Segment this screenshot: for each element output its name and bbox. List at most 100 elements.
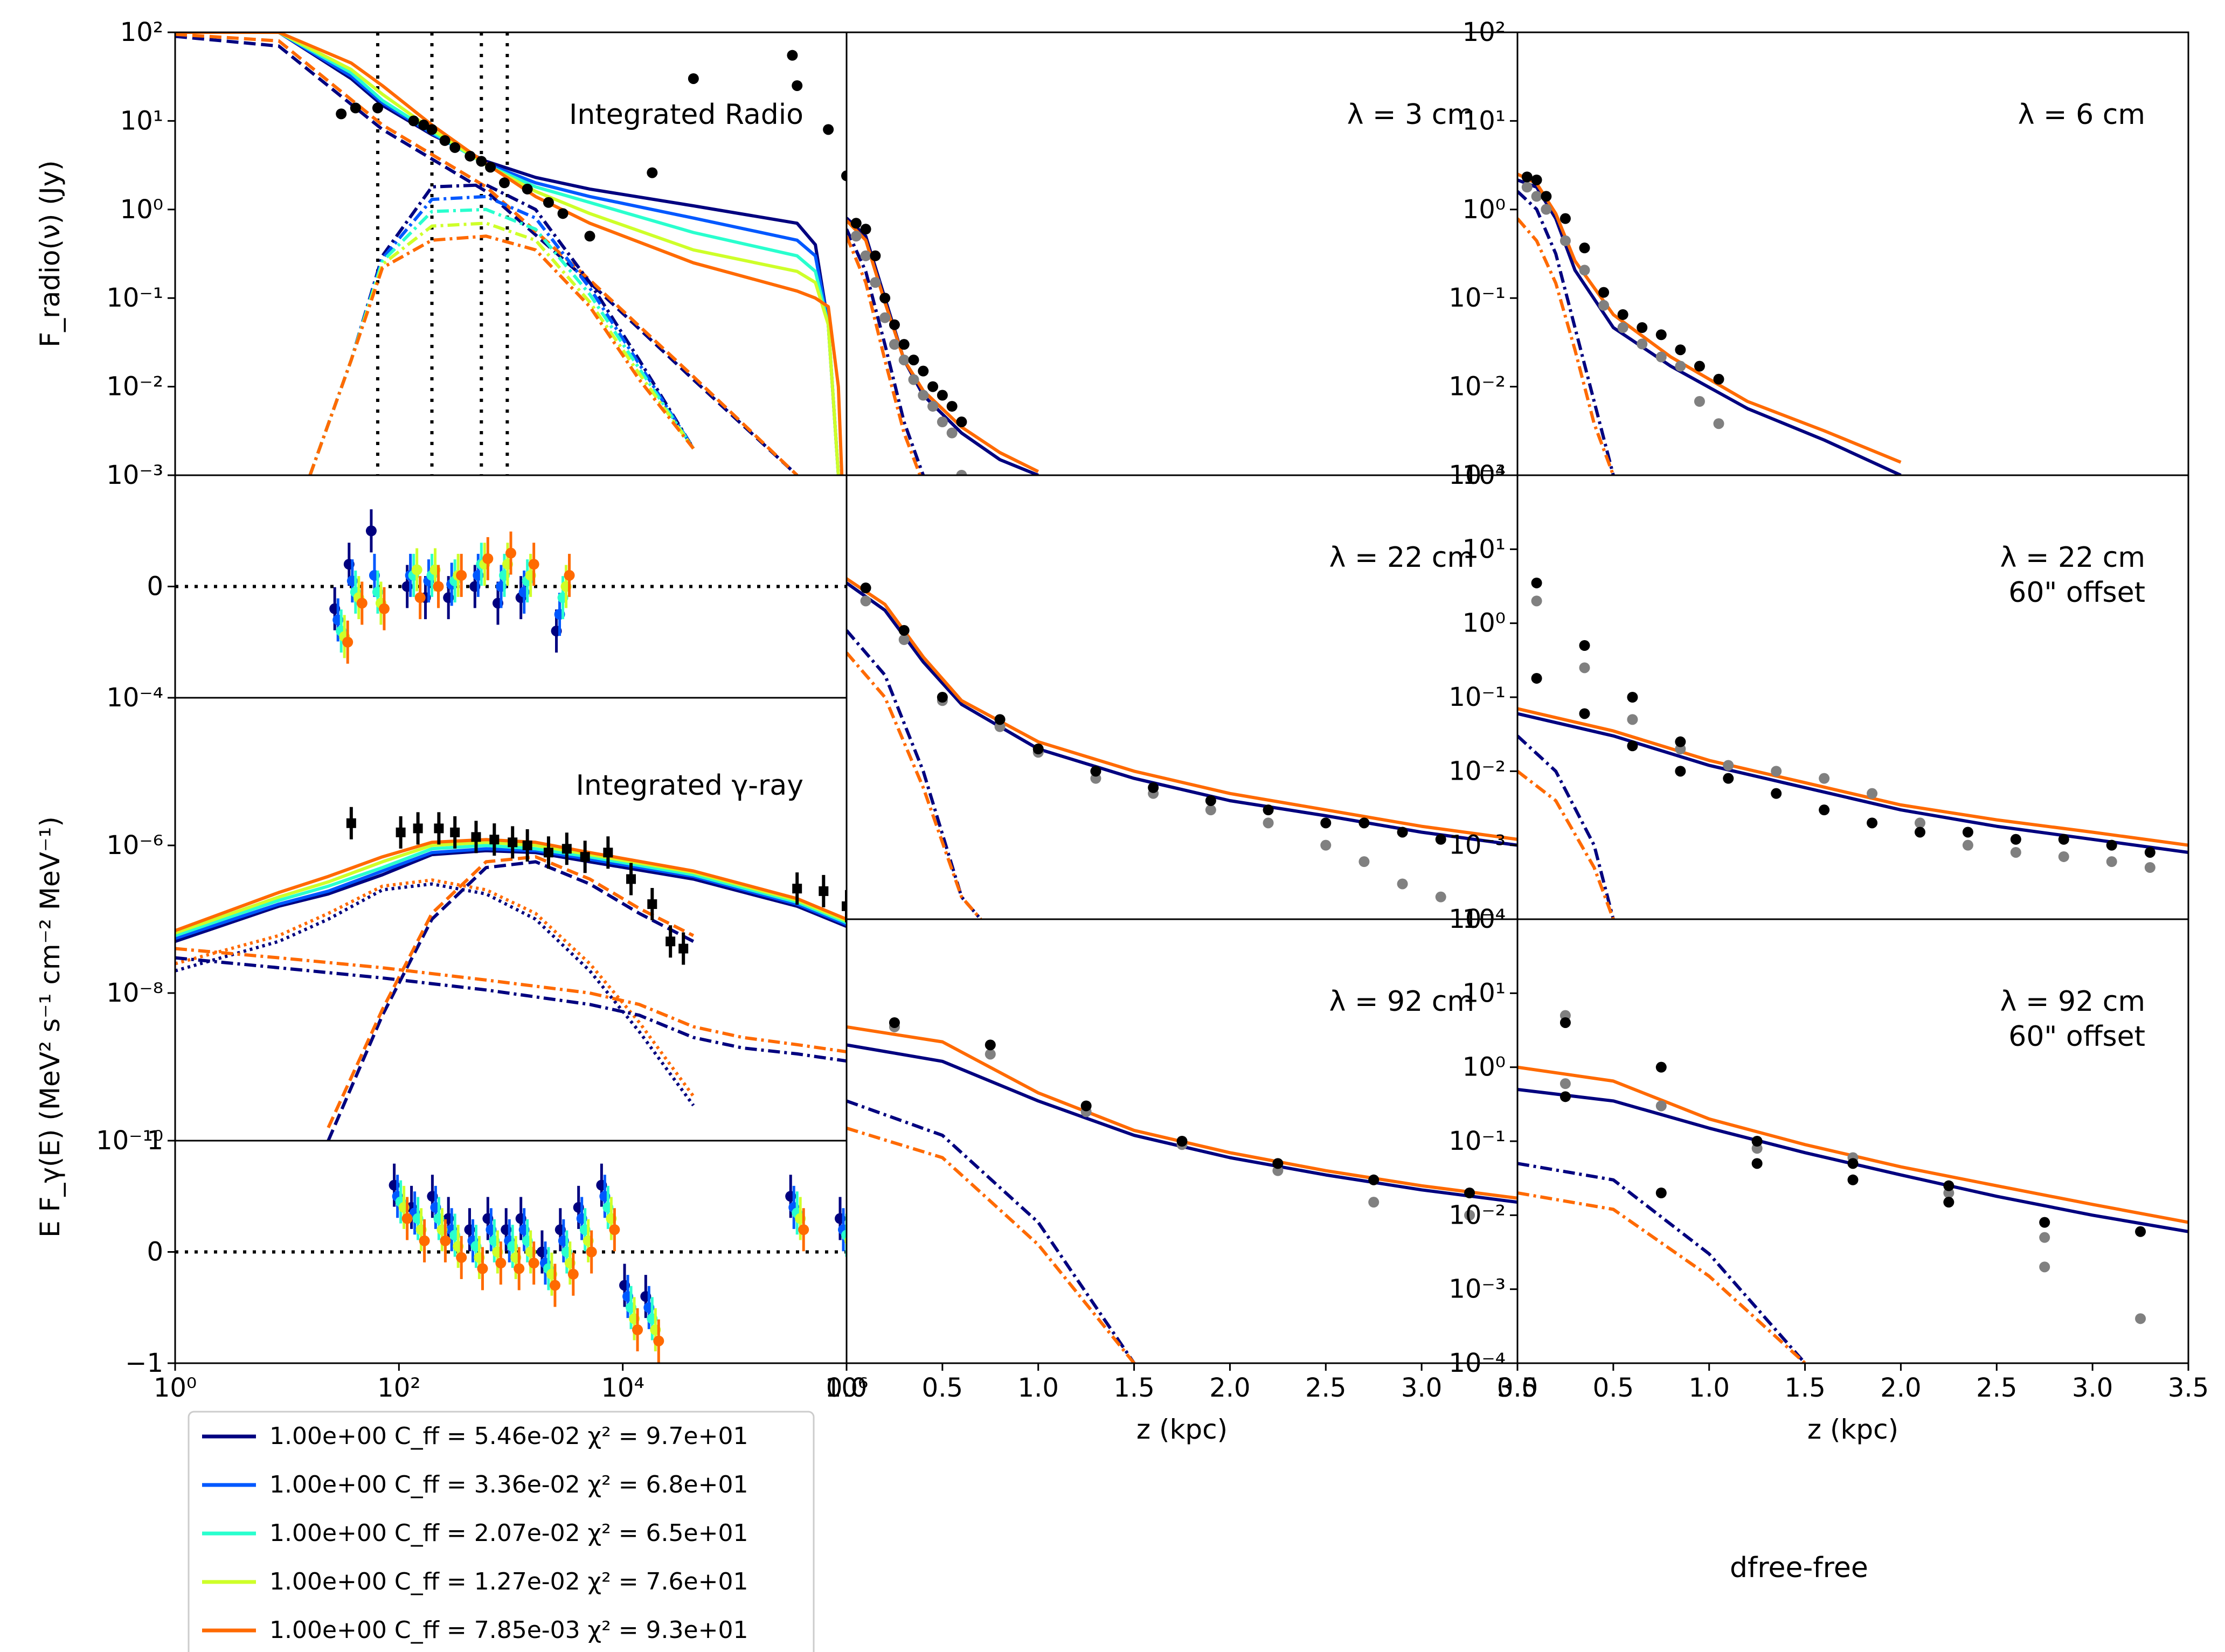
data-point — [450, 827, 460, 837]
data-point — [626, 874, 636, 884]
series-line-1 — [847, 1025, 1517, 1200]
xtick-label: 2.0 — [1209, 1373, 1250, 1403]
xtick-label: 10⁰ — [154, 1373, 197, 1403]
data-point — [1272, 1158, 1284, 1169]
data-point — [1943, 1197, 1954, 1208]
series-line-0 — [847, 581, 1517, 847]
data-point — [1579, 242, 1590, 254]
data-point — [1675, 766, 1686, 777]
ytick-label: 10⁰ — [1462, 608, 1506, 638]
data-point — [522, 183, 533, 195]
series-line-2 — [1517, 190, 1615, 475]
legend-entry: 1.00e+00 C_ff = 5.46e-02 χ² = 9.7e+01 — [269, 1422, 748, 1450]
resid-point — [528, 559, 539, 570]
data-point — [1675, 344, 1686, 356]
data-point-grey — [985, 1049, 996, 1060]
data-point — [1531, 672, 1542, 684]
xtick-label: 3.0 — [2072, 1373, 2113, 1403]
data-point — [408, 115, 419, 127]
data-point-grey — [1263, 817, 1274, 829]
data-point — [647, 899, 657, 910]
ytick-label: 10⁻³ — [106, 460, 163, 490]
data-point — [1541, 191, 1552, 202]
x-axis-label: z (kpc) — [1136, 1414, 1228, 1445]
data-point — [946, 401, 958, 412]
data-point-grey — [1962, 839, 1973, 851]
data-point-grey — [1368, 1197, 1380, 1208]
resid-point — [848, 1247, 858, 1258]
data-point — [889, 319, 900, 330]
legend-entry: 1.00e+00 C_ff = 2.07e-02 χ² = 6.5e+01 — [269, 1519, 748, 1547]
resid-point — [586, 1246, 597, 1258]
resid-point — [505, 547, 516, 559]
series-line-0 — [1517, 178, 1902, 475]
data-point — [647, 167, 658, 178]
data-point — [2010, 834, 2021, 845]
data-point-grey — [1397, 878, 1408, 890]
data-point — [1751, 1158, 1763, 1169]
data-point-grey — [1358, 856, 1370, 867]
xtick-label: 0.0 — [826, 1373, 867, 1403]
data-point — [2039, 1217, 2050, 1228]
xtick-label: 0.5 — [922, 1373, 963, 1403]
ytick-label: 10² — [120, 17, 163, 47]
series-line-7 — [327, 860, 695, 1141]
data-point-grey — [1713, 418, 1724, 429]
ytick-label: −1 — [125, 1348, 163, 1378]
data-point — [489, 835, 500, 845]
resid-point — [414, 592, 426, 603]
data-point — [434, 823, 444, 834]
panel-z92cm — [847, 1017, 1517, 1363]
series-line-4 — [175, 838, 847, 933]
panel-z22cm — [847, 577, 1517, 919]
resid-point — [495, 1258, 507, 1269]
data-point-grey — [956, 470, 967, 475]
data-point — [2058, 834, 2069, 845]
data-point — [2106, 839, 2117, 851]
data-point-grey — [870, 277, 881, 288]
resid-point — [567, 1268, 579, 1280]
series-line-2 — [175, 32, 840, 475]
data-point-grey — [1819, 773, 1830, 784]
resid-point — [798, 1224, 809, 1235]
data-point — [336, 108, 347, 120]
panel-z3cm — [847, 217, 1039, 475]
ytick-label: 10⁻³ — [1448, 460, 1506, 490]
resid-point — [365, 525, 377, 537]
data-point — [792, 80, 803, 91]
panel-annotation: Integrated Radio — [569, 99, 803, 131]
series-line-1 — [175, 32, 840, 475]
data-point-grey — [927, 401, 939, 412]
series-line-1 — [1517, 172, 1902, 464]
data-point — [994, 714, 1006, 725]
resid-point — [564, 570, 575, 581]
x-axis-label: z (kpc) — [1807, 1414, 1898, 1445]
panel-annotation-2: 60" offset — [2008, 1021, 2145, 1053]
resid-point — [653, 1335, 664, 1346]
series-line-9 — [175, 956, 847, 1063]
resid-point — [609, 1224, 620, 1235]
data-point-grey — [1559, 1078, 1571, 1089]
axes-frame-gamma — [174, 697, 848, 1142]
series-line-2 — [1517, 734, 1615, 919]
data-point — [426, 124, 438, 135]
data-point-grey — [1579, 662, 1590, 674]
series-line-0 — [175, 849, 847, 943]
data-point-grey — [1435, 891, 1446, 903]
panel-annotation: λ = 92 cm — [1329, 985, 1474, 1018]
data-point — [498, 177, 510, 189]
data-point — [1847, 1158, 1859, 1169]
xtick-label: 1.0 — [1018, 1373, 1059, 1403]
data-point-grey — [860, 595, 871, 607]
data-point — [823, 124, 834, 135]
xtick-label: 0.5 — [1593, 1373, 1634, 1403]
data-point-grey — [1579, 265, 1590, 276]
ytick-label: 10⁻⁶ — [106, 830, 163, 860]
series-line-5 — [175, 34, 799, 475]
xtick-label: 1.0 — [1689, 1373, 1730, 1403]
ytick-label: 10¹ — [120, 106, 163, 136]
ytick-label: 10⁻² — [1448, 1200, 1506, 1230]
data-point-grey — [1694, 396, 1705, 407]
data-point-grey — [1205, 804, 1216, 816]
